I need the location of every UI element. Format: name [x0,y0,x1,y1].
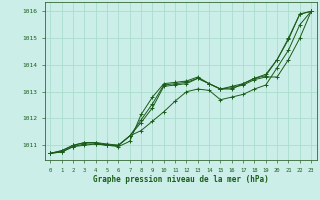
X-axis label: Graphe pression niveau de la mer (hPa): Graphe pression niveau de la mer (hPa) [93,175,269,184]
